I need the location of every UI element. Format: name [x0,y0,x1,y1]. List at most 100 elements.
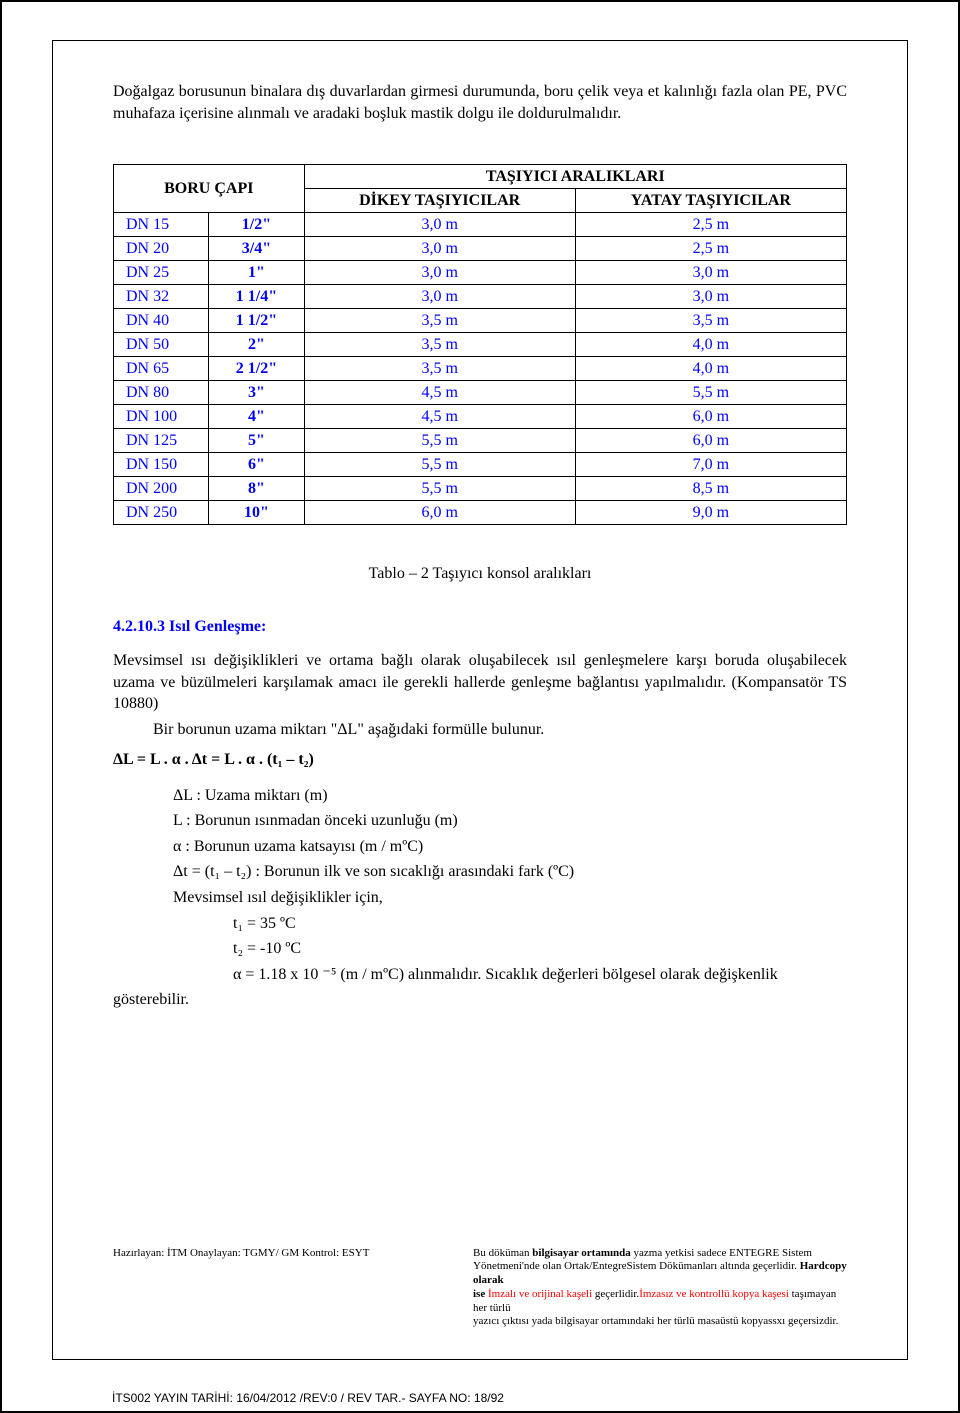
cell-dn: DN 250 [114,501,209,525]
cell-size: 8" [209,477,304,501]
cell-size: 1" [209,261,304,285]
footer-text: yazıcı çıktısı yada bilgisayar ortamında… [473,1315,838,1327]
paragraph-1: Mevsimsel ısı değişiklikleri ve ortama b… [113,650,847,715]
cell-yatay: 4,0 m [575,357,846,381]
footer-text: bilgisayar ortamında [532,1247,631,1259]
def-tail: gösterebilir. [113,987,847,1013]
cell-yatay: 4,0 m [575,333,846,357]
header-tasiyici: TAŞIYICI ARALIKLARI [304,165,846,189]
paragraph-2: Bir borunun uzama miktarı "ΔL" aşağıdaki… [153,719,847,741]
def-seasonal: Mevsimsel ısıl değişiklikler için, [173,885,847,911]
cell-dikey: 5,5 m [304,477,575,501]
cell-dn: DN 20 [114,237,209,261]
table-row: DN 803"4,5 m5,5 m [114,381,847,405]
footer-text: ise [473,1288,488,1300]
footer-text: Bu döküman [473,1247,532,1259]
cell-dikey: 5,5 m [304,453,575,477]
table-row: DN 1004"4,5 m6,0 m [114,405,847,429]
cell-size: 1 1/4" [209,285,304,309]
table-row: DN 652 1/2"3,5 m4,0 m [114,357,847,381]
def-l: L : Borunun ısınmadan önceki uzunluğu (m… [173,808,847,834]
footer-text: geçerlidir. [592,1288,639,1300]
footer-text: yazma yetkisi sadece ENTEGRE Sistem [631,1247,812,1259]
cell-yatay: 6,0 m [575,429,846,453]
table-row: DN 1506"5,5 m7,0 m [114,453,847,477]
cell-dn: DN 80 [114,381,209,405]
table-row: DN 401 1/2"3,5 m3,5 m [114,309,847,333]
footer-left: Hazırlayan: İTM Onaylayan: TGMY/ GM Kont… [113,1247,443,1330]
cell-dikey: 6,0 m [304,501,575,525]
table-row: DN 2008"5,5 m8,5 m [114,477,847,501]
cell-size: 3/4" [209,237,304,261]
cell-size: 3" [209,381,304,405]
cell-yatay: 3,0 m [575,285,846,309]
def-alpha-val: α = 1.18 x 10 ⁻⁵ (m / mºC) alınmalıdır. … [233,962,847,988]
cell-dn: DN 15 [114,213,209,237]
cell-dn: DN 150 [114,453,209,477]
cell-dn: DN 32 [114,285,209,309]
header-yatay: YATAY TAŞIYICILAR [575,189,846,213]
cell-dn: DN 100 [114,405,209,429]
page-frame: Doğalgaz borusunun binalara dış duvarlar… [52,40,908,1360]
table-row: DN 203/4"3,0 m2,5 m [114,237,847,261]
cell-yatay: 8,5 m [575,477,846,501]
cell-size: 2 1/2" [209,357,304,381]
cell-dikey: 3,5 m [304,357,575,381]
footer-text: İmzasız ve kontrollü kopya kaşesi [639,1288,789,1300]
cell-yatay: 9,0 m [575,501,846,525]
cell-dikey: 3,5 m [304,333,575,357]
table-row: DN 151/2"3,0 m2,5 m [114,213,847,237]
cell-dikey: 4,5 m [304,405,575,429]
definition-list: ΔL : Uzama miktarı (m) L : Borunun ısınm… [113,783,847,1013]
cell-size: 4" [209,405,304,429]
section-heading: 4.2.10.3 Isıl Genleşme: [113,618,847,636]
cell-size: 2" [209,333,304,357]
def-delta-t: Δt = (t₁ – t₂) : Borunun ilk ve son sıca… [173,859,847,885]
footer-text: İmzalı ve orijinal kaşeli [488,1288,592,1300]
cell-dikey: 3,5 m [304,309,575,333]
footer-text: Yönetmeni'nde olan Ortak/EntegreSistem D… [473,1260,800,1272]
cell-dikey: 3,0 m [304,285,575,309]
cell-yatay: 3,0 m [575,261,846,285]
page-number: İTS002 YAYIN TARİHİ: 16/04/2012 /REV:0 /… [112,1391,504,1405]
cell-yatay: 3,5 m [575,309,846,333]
table-row: DN 251"3,0 m3,0 m [114,261,847,285]
cell-size: 6" [209,453,304,477]
pipe-spacing-table: BORU ÇAPI TAŞIYICI ARALIKLARI DİKEY TAŞI… [113,164,847,525]
cell-dn: DN 50 [114,333,209,357]
header-dikey: DİKEY TAŞIYICILAR [304,189,575,213]
table-row: DN 321 1/4"3,0 m3,0 m [114,285,847,309]
cell-dikey: 5,5 m [304,429,575,453]
cell-dikey: 3,0 m [304,237,575,261]
table-row: DN 1255"5,5 m6,0 m [114,429,847,453]
def-t1: t₁ = 35 ºC [233,911,847,937]
cell-size: 1 1/2" [209,309,304,333]
cell-yatay: 5,5 m [575,381,846,405]
def-delta-l: ΔL : Uzama miktarı (m) [173,783,847,809]
cell-dikey: 3,0 m [304,261,575,285]
def-t2: t₂ = -10 ºC [233,936,847,962]
cell-dn: DN 40 [114,309,209,333]
footer-right: Bu döküman bilgisayar ortamında yazma ye… [473,1247,847,1330]
cell-dn: DN 125 [114,429,209,453]
cell-size: 5" [209,429,304,453]
def-alpha: α : Borunun uzama katsayısı (m / mºC) [173,834,847,860]
cell-yatay: 2,5 m [575,213,846,237]
footer: Hazırlayan: İTM Onaylayan: TGMY/ GM Kont… [113,1247,847,1330]
cell-dn: DN 65 [114,357,209,381]
table-caption: Tablo – 2 Taşıyıcı konsol aralıkları [113,565,847,583]
cell-dikey: 3,0 m [304,213,575,237]
cell-size: 10" [209,501,304,525]
cell-yatay: 7,0 m [575,453,846,477]
formula: ΔL = L . α . Δt = L . α . (t₁ – t₂) [113,751,847,769]
cell-dikey: 4,5 m [304,381,575,405]
cell-dn: DN 25 [114,261,209,285]
table-row: DN 25010"6,0 m9,0 m [114,501,847,525]
cell-dn: DN 200 [114,477,209,501]
intro-paragraph: Doğalgaz borusunun binalara dış duvarlar… [113,81,847,124]
table-row: DN 502"3,5 m4,0 m [114,333,847,357]
cell-yatay: 6,0 m [575,405,846,429]
cell-size: 1/2" [209,213,304,237]
cell-yatay: 2,5 m [575,237,846,261]
header-boru-capi: BORU ÇAPI [114,165,305,213]
